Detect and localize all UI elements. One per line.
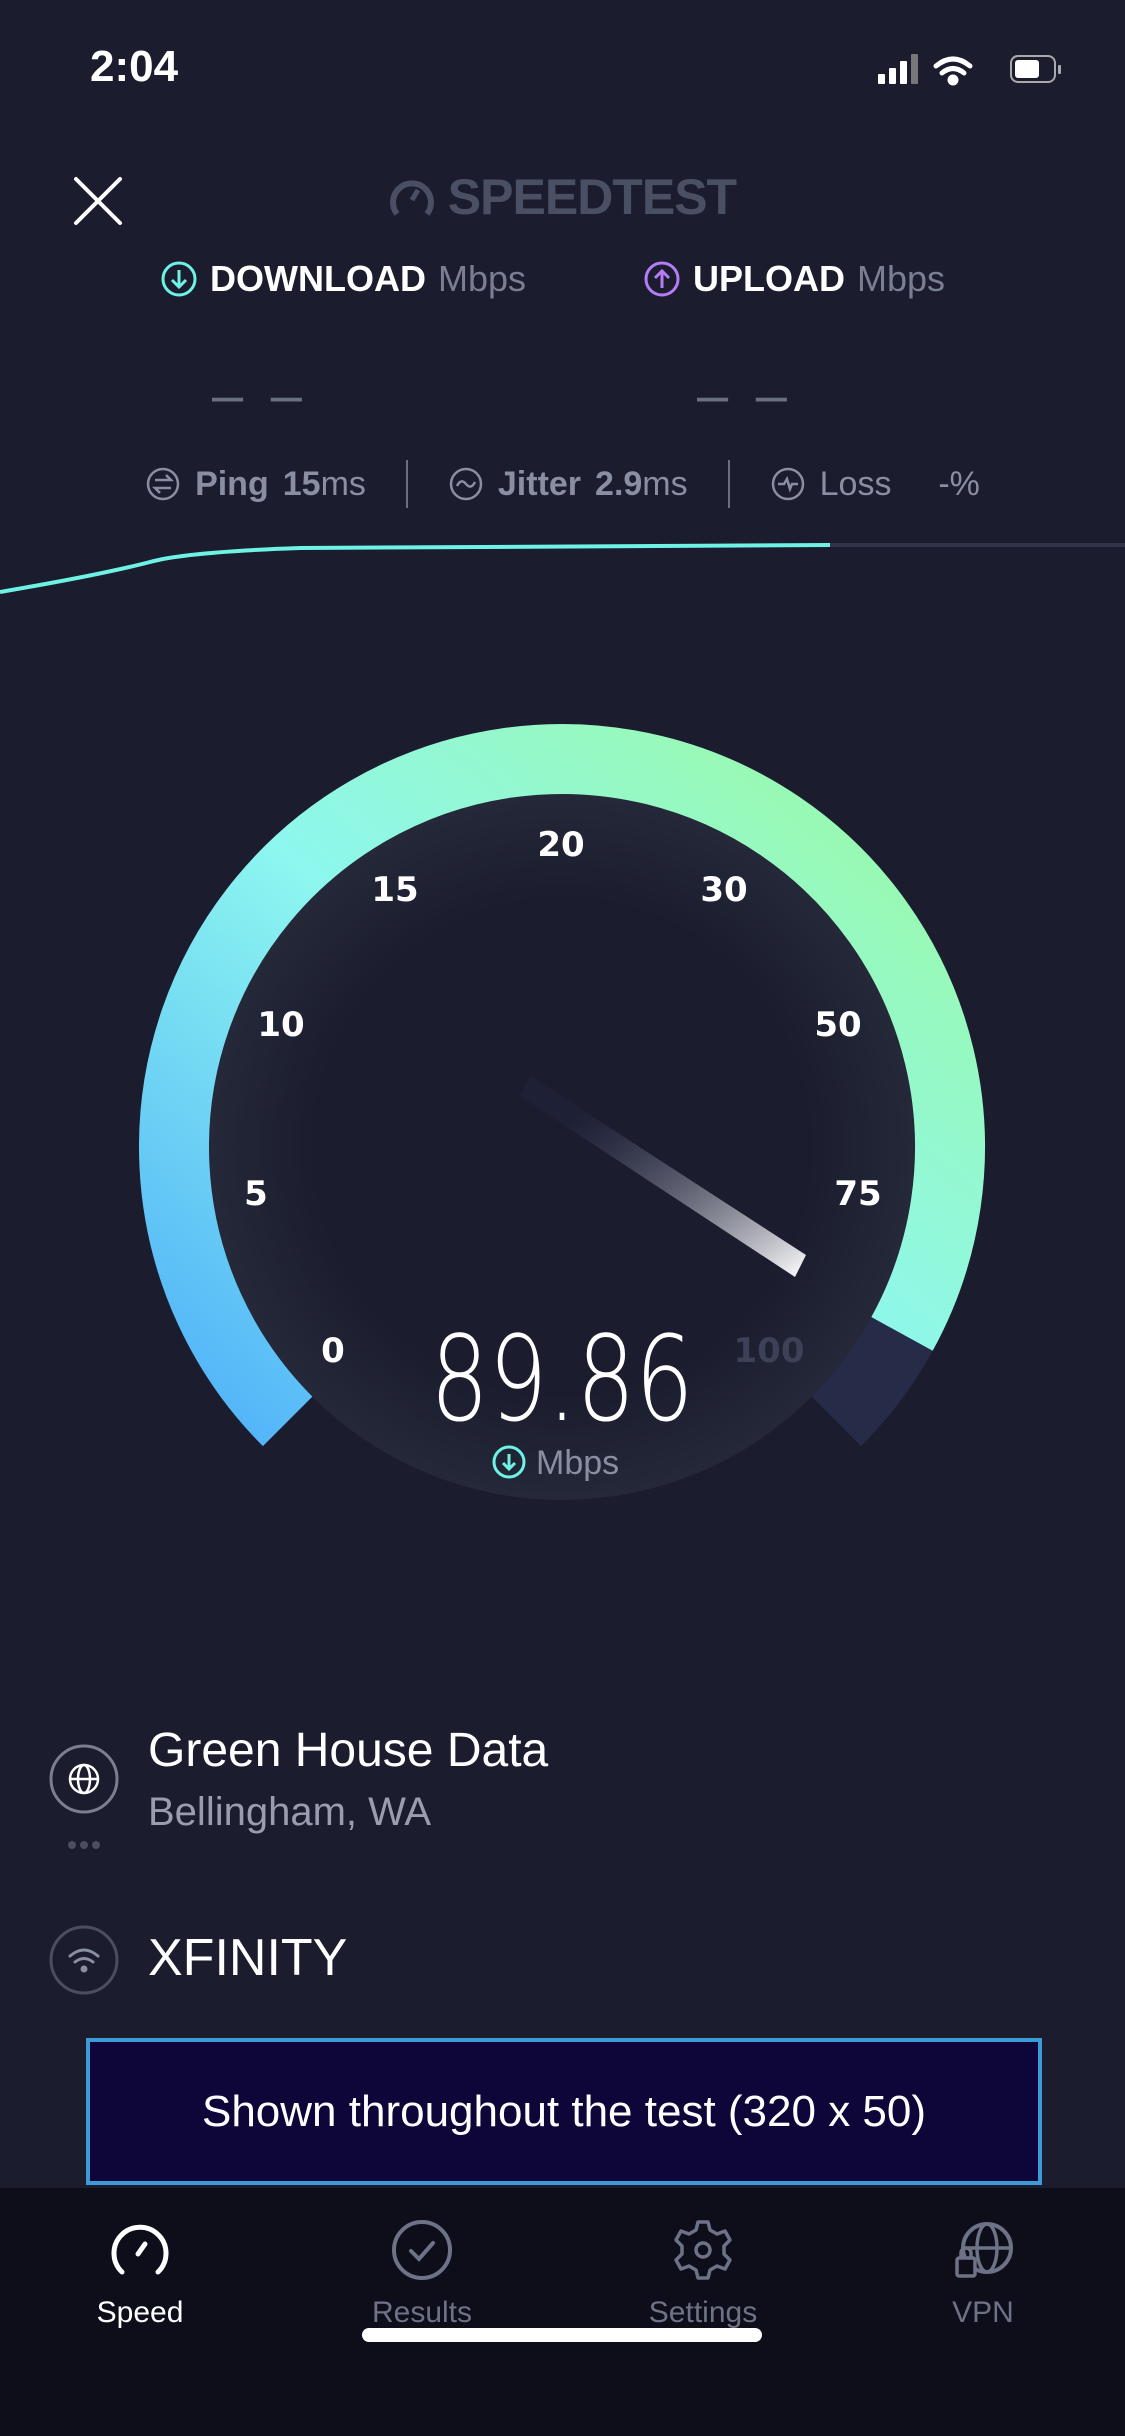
speed-icon [111,2224,169,2275]
speed-unit: Mbps [536,1444,619,1482]
gauge-logo-icon [389,180,434,216]
server-icon[interactable] [48,1743,120,1853]
close-icon[interactable] [72,175,124,227]
tick-label: 30 [700,870,747,910]
battery-icon [1010,55,1061,83]
tab-results[interactable]: Results [322,2218,522,2330]
ping-stat: Ping 15ms [105,465,406,504]
tick-label: 100 [734,1331,805,1371]
wifi-icon [933,56,973,86]
jitter-stat: Jitter 2.9ms [408,465,728,504]
divider [727,460,730,508]
tick-label: 10 [257,1005,304,1045]
download-icon [492,1445,526,1479]
gauge-progress-arc [139,724,985,1447]
tick-label: 50 [814,1005,861,1045]
upload-header: UPLOAD Mbps [643,258,945,300]
download-value: – – [212,363,308,426]
wifi-provider-icon [49,1925,119,1995]
upload-value: – – [697,363,793,426]
loss-stat: Loss -% [730,465,1020,504]
vpn-globe-lock-icon [955,2222,1013,2278]
provider-name: XFINITY [148,1929,348,1987]
tick-label: 0 [321,1331,345,1371]
upload-icon [644,261,680,297]
ping-icon [146,467,180,501]
ad-banner[interactable]: Shown throughout the test (320 x 50) [86,2038,1042,2185]
download-graph-line [0,543,831,594]
speedtest-logo: SPEEDTEST [0,168,1125,226]
tick-label: 20 [537,825,584,865]
jitter-icon [449,467,483,501]
server-name[interactable]: Green House Data [148,1724,549,1777]
current-speed: 89.86 [430,1311,693,1448]
tab-vpn[interactable]: VPN [883,2218,1083,2330]
home-indicator[interactable] [362,2328,762,2342]
gauge-track [811,1313,935,1447]
status-icons [878,54,1061,86]
divider [405,460,408,508]
stats-row: Ping 15ms Jitter 2.9ms Loss -% [0,460,1125,508]
speed-gauge: 0 5 10 15 20 30 50 75 100 89.86 Mbps [139,724,985,1500]
server-location: Bellingham, WA [148,1790,432,1834]
loss-icon [771,467,804,501]
checkmark-circle-icon [392,2220,452,2280]
gear-icon [674,2220,732,2280]
tick-label: 75 [834,1174,881,1214]
tab-bar: Speed Results Settings VPN [0,2188,1125,2436]
download-icon [161,261,197,297]
signal-icon [878,54,918,84]
ad-text: Shown throughout the test (320 x 50) [201,2086,927,2136]
status-time: 2:04 [90,42,179,91]
tick-label: 5 [244,1174,268,1214]
download-header: DOWNLOAD Mbps [160,258,526,300]
tick-label: 15 [371,870,418,910]
gauge-needle [520,1076,806,1277]
tab-settings[interactable]: Settings [603,2218,803,2330]
speed-graph [0,543,1125,594]
tab-speed[interactable]: Speed [40,2218,240,2330]
